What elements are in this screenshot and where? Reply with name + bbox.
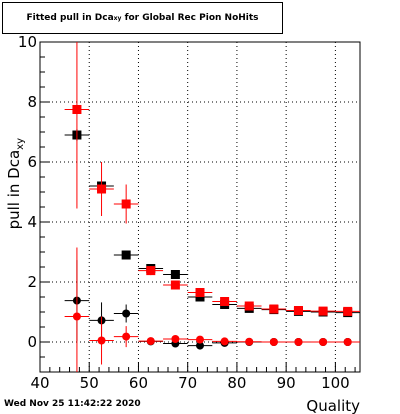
x-tick-label: 100 (321, 374, 350, 392)
x-tick-label: 80 (227, 374, 246, 392)
data-point-circle (220, 337, 229, 346)
grid (40, 42, 360, 372)
plot-frame (39, 41, 361, 373)
tick-labels: 40 50 60 70 80 90 100 0 2 4 6 8 10 (18, 33, 350, 392)
data-point-square (195, 288, 205, 297)
data-point-circle (343, 338, 352, 346)
data-point-circle (319, 338, 328, 346)
y-tick-label: 8 (27, 93, 37, 111)
data-point-circle (196, 335, 204, 344)
data-point-square (146, 266, 156, 276)
y-tick-label: 6 (27, 153, 37, 171)
data-point-square (72, 105, 82, 114)
data-point-square (170, 280, 180, 290)
y-tick-label: 4 (27, 213, 37, 231)
data-point-circle (245, 337, 254, 346)
x-tick-label: 90 (277, 374, 296, 392)
chart-title-prefix: Fitted pull in Dca (26, 13, 114, 23)
series-red-square (64, 42, 360, 316)
data-point-circle (171, 335, 180, 343)
data-point-square (293, 306, 303, 315)
data-point-circle (122, 309, 131, 318)
data-point-circle (196, 341, 204, 350)
chart-title: Fitted pull in Dca xy for Global Rec Pion… (2, 2, 283, 34)
data-point-square (269, 304, 279, 314)
data-layer (64, 42, 360, 372)
y-tick-label: 2 (27, 273, 37, 291)
data-point-circle (122, 332, 131, 341)
axis-ticks (39, 41, 356, 373)
y-axis-label-sub: xy (15, 138, 26, 150)
data-point-square (121, 199, 131, 209)
data-point-square (121, 250, 131, 260)
data-point-circle (269, 338, 278, 346)
x-tick-label: 40 (30, 374, 49, 392)
series-black-square (64, 129, 360, 318)
data-point-square (220, 297, 230, 306)
data-point-square (244, 301, 254, 311)
x-axis-label: Quality (306, 397, 360, 414)
timestamp: Wed Nov 25 11:42:22 2020 (4, 399, 141, 409)
data-point-square (343, 306, 353, 316)
y-axis-label-main: pull in Dca (5, 150, 23, 230)
chart-title-subscript: xy (113, 14, 122, 22)
y-axis-label: pull in Dcaxy (5, 138, 26, 229)
series-red-circle (64, 247, 360, 372)
data-point-circle (294, 338, 303, 346)
x-tick-label: 60 (129, 374, 148, 392)
data-point-circle (72, 312, 81, 321)
data-point-square (318, 306, 328, 316)
data-point-square (97, 184, 107, 194)
x-tick-label: 70 (178, 374, 197, 392)
x-tick-label: 50 (80, 374, 99, 392)
data-point-circle (146, 337, 155, 346)
chart-title-suffix: for Global Rec Pion NoHits (121, 13, 259, 23)
y-tick-label: 0 (27, 333, 37, 351)
data-point-square (170, 270, 180, 279)
y-tick-label: 10 (18, 33, 37, 51)
data-point-circle (97, 336, 106, 345)
